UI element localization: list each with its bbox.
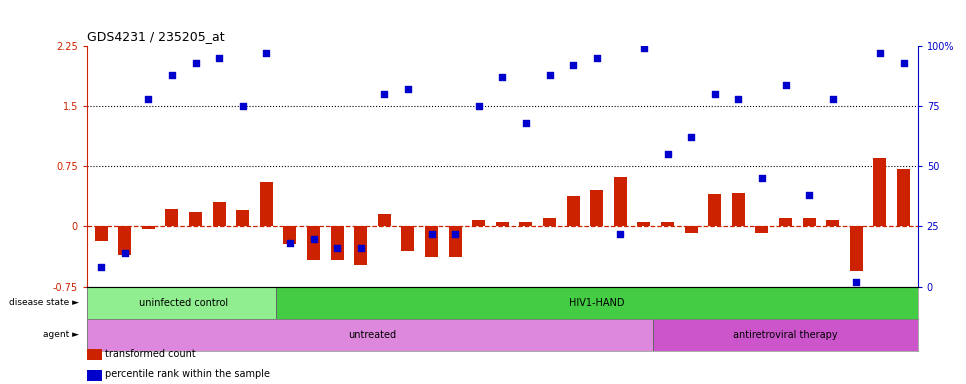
Bar [118,227,131,255]
Point [212,55,227,61]
Point [424,231,440,237]
Bar [732,193,745,227]
Bar [165,209,179,227]
Bar [87,370,101,381]
Bar [590,190,603,227]
Point [447,231,463,237]
Text: GDS4231 / 235205_at: GDS4231 / 235205_at [87,30,224,43]
Point [589,55,605,61]
Point [235,103,250,109]
Bar [803,218,815,227]
Bar [189,212,202,227]
Bar [613,177,627,227]
Text: untreated: untreated [349,330,397,340]
Point [141,96,156,102]
Bar [330,227,344,260]
Point [848,279,864,285]
Point [730,96,746,102]
Bar [755,227,768,233]
Bar [237,210,249,227]
Point [187,60,203,66]
Bar [653,319,918,351]
Point [683,134,698,141]
Point [612,231,628,237]
Point [94,264,109,270]
Bar [850,227,863,271]
Point [259,50,274,56]
Point [707,91,723,97]
Bar [87,349,101,361]
Point [660,151,675,157]
Text: disease state ►: disease state ► [9,298,78,307]
Point [825,96,840,102]
Text: agent ►: agent ► [43,330,78,339]
Point [754,175,770,182]
Point [329,245,345,251]
Bar [496,222,509,227]
Bar [708,194,722,227]
Point [872,50,888,56]
Point [565,62,581,68]
Point [282,240,298,247]
Bar [213,202,226,227]
Point [542,72,557,78]
Text: HIV1-HAND: HIV1-HAND [569,298,624,308]
Point [495,74,510,80]
Bar [638,222,650,227]
Bar [472,220,485,227]
Bar [95,227,107,241]
Bar [685,227,697,233]
Point [353,245,368,251]
Bar [826,220,839,227]
Point [778,81,793,88]
Bar [260,182,272,227]
Point [306,235,322,242]
Bar [307,227,320,260]
Bar [425,227,438,257]
Point [400,86,415,93]
Bar [448,227,462,257]
Point [637,45,652,51]
Bar [543,218,556,227]
Bar [402,227,414,250]
Text: uninfected control: uninfected control [139,298,228,308]
Bar [283,227,297,244]
Text: antiretroviral therapy: antiretroviral therapy [733,330,838,340]
Bar [897,169,910,227]
Point [518,120,533,126]
Bar [275,286,918,319]
Text: transformed count: transformed count [105,349,196,359]
Bar [873,158,887,227]
Point [895,60,911,66]
Point [117,250,132,256]
Bar [87,286,280,319]
Bar [661,222,674,227]
Bar [779,218,792,227]
Point [377,91,392,97]
Bar [355,227,367,265]
Bar [142,227,155,229]
Bar [378,214,391,227]
Point [471,103,487,109]
Point [802,192,817,198]
Bar [520,222,532,227]
Bar [87,319,658,351]
Text: percentile rank within the sample: percentile rank within the sample [105,369,270,379]
Bar [567,196,580,227]
Point [164,72,180,78]
